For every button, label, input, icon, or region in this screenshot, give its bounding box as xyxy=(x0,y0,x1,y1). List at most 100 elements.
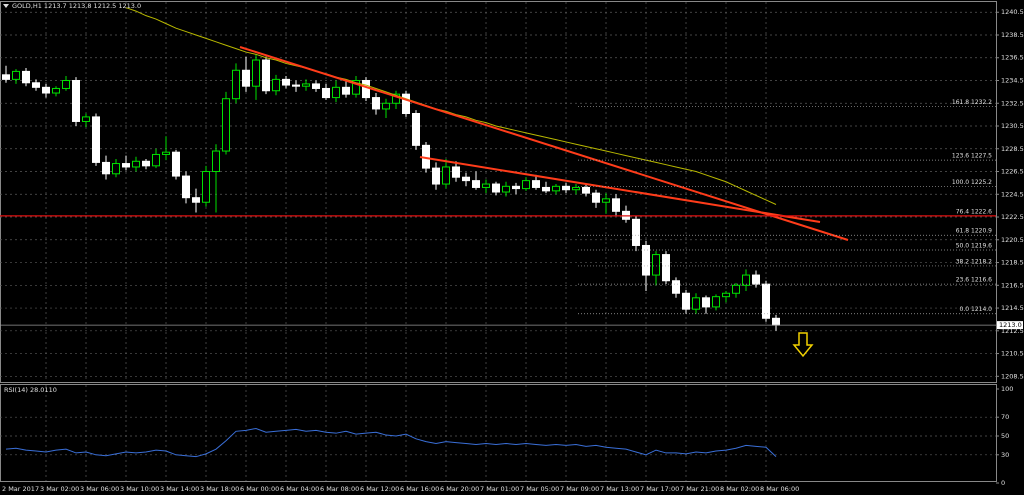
candle-body xyxy=(12,70,20,80)
candle-body xyxy=(452,166,460,178)
candle-body xyxy=(762,283,770,319)
y-tick-label: 1214.5 xyxy=(1001,304,1024,312)
candle-body xyxy=(662,254,670,282)
candle-body xyxy=(82,116,90,122)
x-tick-label: 3 Mar 02:00 xyxy=(40,485,79,493)
candle-body xyxy=(692,297,700,310)
candle-body xyxy=(102,161,110,175)
candle-body xyxy=(752,274,760,285)
y-tick-label: 1218.5 xyxy=(1001,259,1024,267)
x-tick-label: 3 Mar 06:00 xyxy=(80,485,119,493)
candle-body xyxy=(42,86,50,94)
candle-body xyxy=(152,153,160,167)
x-tick-label: 6 Mar 00:00 xyxy=(240,485,279,493)
candle-body xyxy=(542,186,550,192)
x-tick-label: 3 Mar 10:00 xyxy=(120,485,159,493)
y-tick-label: 1208.5 xyxy=(1001,372,1024,380)
y-tick-label: 1224.5 xyxy=(1001,190,1024,198)
candle-body xyxy=(202,171,210,203)
x-tick-label: 7 Mar 13:00 xyxy=(600,485,639,493)
candle-body xyxy=(612,198,620,212)
candle-body xyxy=(142,160,150,167)
candle-body xyxy=(772,317,780,326)
x-tick-label: 2 Mar 2017 xyxy=(2,485,39,493)
fib-label: 0.0 1214.0 xyxy=(960,306,993,313)
y-tick-label: 1226.5 xyxy=(1001,168,1024,176)
candle-body xyxy=(122,163,130,168)
x-tick-label: 6 Mar 04:00 xyxy=(280,485,319,493)
candle-body xyxy=(602,198,610,203)
candle-body xyxy=(432,167,440,185)
down-arrow xyxy=(792,332,814,358)
candle-body xyxy=(372,97,380,110)
candle-body xyxy=(532,180,540,188)
candle-body xyxy=(402,93,410,114)
moving-average xyxy=(125,7,777,205)
candle-body xyxy=(132,160,140,168)
candle-body xyxy=(282,78,290,86)
candle-body xyxy=(642,244,650,276)
candle-body xyxy=(472,180,480,188)
candle-body xyxy=(592,192,600,203)
x-tick-label: 7 Mar 17:00 xyxy=(640,485,679,493)
candle-body xyxy=(312,83,320,89)
candle-body xyxy=(702,297,710,308)
candle-body xyxy=(502,185,510,193)
y-tick-label: 1222.5 xyxy=(1001,213,1024,221)
candle-body xyxy=(302,83,310,87)
x-tick-label: 8 Mar 06:00 xyxy=(760,485,799,493)
candle-body xyxy=(412,112,420,146)
y-tick-label: 1234.5 xyxy=(1001,77,1024,85)
y-tick-label: 1210.5 xyxy=(1001,350,1024,358)
candle-body xyxy=(382,102,390,110)
candle-body xyxy=(582,186,590,194)
candle-body xyxy=(352,80,360,95)
marks xyxy=(2,7,780,458)
candle-body xyxy=(442,166,450,185)
candle-body xyxy=(512,185,520,190)
last-price-label: 1213.0 xyxy=(999,321,1022,329)
candle-body xyxy=(262,59,270,92)
x-tick-label: 6 Mar 12:00 xyxy=(360,485,399,493)
chart-title: GOLD,H1 1213.7 1213.8 1212.5 1213.0 xyxy=(12,2,141,10)
y-tick-label: 1216.5 xyxy=(1001,281,1024,289)
candle-body xyxy=(52,87,60,94)
y-tick-label: 1240.5 xyxy=(1001,8,1024,16)
candle-body xyxy=(672,280,680,294)
rsi-title: RSI(14) 28.0110 xyxy=(4,386,57,394)
x-tick-label: 7 Mar 21:00 xyxy=(680,485,719,493)
x-tick-label: 6 Mar 20:00 xyxy=(440,485,479,493)
candle-body xyxy=(682,292,690,310)
candle-body xyxy=(522,180,530,190)
candle-body xyxy=(232,69,240,100)
fib-label: 100.0 1225.2 xyxy=(952,179,992,186)
rsi-y-tick-label: 70 xyxy=(1001,413,1009,421)
candle-body xyxy=(72,80,80,122)
x-tick-label: 7 Mar 09:00 xyxy=(560,485,599,493)
x-tick-label: 7 Mar 05:00 xyxy=(520,485,559,493)
candle-body xyxy=(192,197,200,203)
y-tick-label: 1212.5 xyxy=(1001,327,1024,335)
candle-body xyxy=(712,296,720,308)
candle-body xyxy=(342,86,350,95)
candle-body xyxy=(322,87,330,99)
candle-body xyxy=(732,284,740,294)
rsi-y-tick-label: 50 xyxy=(1001,432,1009,440)
y-tick-label: 1232.5 xyxy=(1001,99,1024,107)
candle-body xyxy=(392,93,400,104)
candle-body xyxy=(172,151,180,177)
fib-label: 61.8 1220.9 xyxy=(956,228,992,235)
candle-body xyxy=(62,80,70,89)
candle-body xyxy=(112,163,120,175)
candle-body xyxy=(562,185,570,191)
trendline xyxy=(239,46,849,241)
candle-body xyxy=(572,186,580,191)
x-tick-label: 7 Mar 01:00 xyxy=(480,485,519,493)
x-tick-label: 8 Mar 02:00 xyxy=(720,485,759,493)
candle-body xyxy=(182,175,190,199)
y-tick-label: 1220.5 xyxy=(1001,236,1024,244)
x-tick-label: 3 Mar 14:00 xyxy=(160,485,199,493)
